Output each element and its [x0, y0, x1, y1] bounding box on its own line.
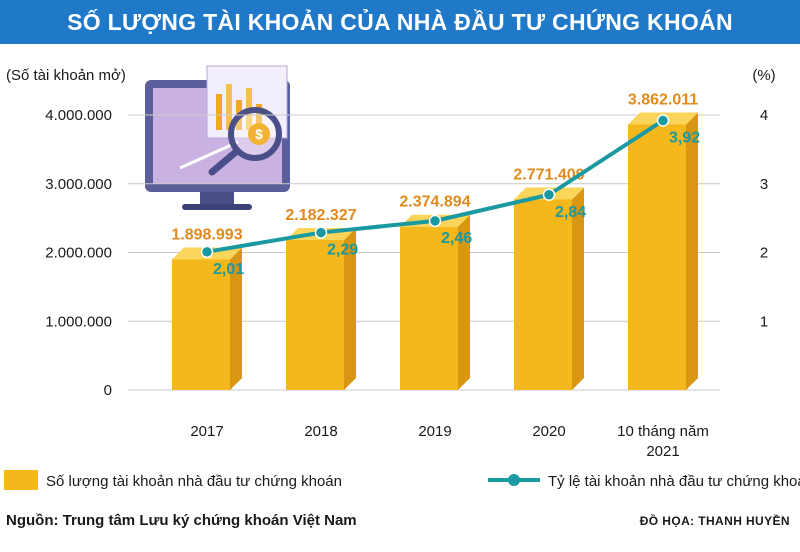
legend: Số lượng tài khoản nhà đầu tư chứng khoá…: [4, 470, 800, 490]
y-tick-label: 1.000.000: [45, 313, 112, 330]
bar-side: [458, 214, 470, 390]
x-category-label: 2021: [646, 443, 679, 460]
y2-axis-label: (%): [752, 67, 775, 84]
rate-label: 2,01: [213, 261, 244, 278]
x-axis-categories: 2017 2018 2019 2020 10 tháng năm 2021: [190, 423, 709, 460]
legend-bar-swatch: [4, 470, 38, 490]
y2-tick-label: 1: [760, 313, 768, 330]
x-category-label: 2017: [190, 423, 223, 440]
bar-value-label: 2.182.327: [285, 207, 356, 224]
monitor-base: [182, 204, 252, 210]
rate-point: [542, 188, 556, 201]
y2-tick-label: 3: [760, 176, 768, 193]
y2-tick-label: 2: [760, 245, 768, 262]
mini-bar-icon: [256, 104, 262, 130]
legend-line-marker: [508, 474, 520, 486]
chart-title: SỐ LƯỢNG TÀI KHOẢN CỦA NHÀ ĐẦU TƯ CHỨNG …: [0, 0, 800, 44]
y-tick-label: 2.000.000: [45, 245, 112, 262]
bar: [286, 239, 344, 390]
mini-bar-icon: [216, 94, 222, 130]
bar-side: [230, 247, 242, 390]
magnifier-handle-icon: [208, 147, 241, 176]
dollar-icon: $: [255, 126, 263, 142]
legend-line-label: Tỷ lệ tài khoản nhà đầu tư chứng khoán/d…: [548, 473, 800, 490]
coin-icon: [248, 123, 270, 145]
y-tick-label: 3.000.000: [45, 176, 112, 193]
bar-value-label: 2.374.894: [399, 194, 470, 211]
trend-line-icon: [179, 140, 239, 170]
rate-label: 3,92: [669, 130, 700, 147]
bar: [172, 259, 230, 390]
bar: [628, 124, 686, 390]
rate-point: [200, 245, 214, 259]
bar-side: [686, 112, 698, 390]
source-note: Nguồn: Trung tâm Lưu ký chứng khoán Việt…: [6, 512, 357, 529]
bar: [514, 199, 572, 390]
legend-bar-label: Số lượng tài khoản nhà đầu tư chứng khoá…: [46, 473, 342, 490]
rate-point: [428, 214, 442, 228]
x-category-label: 2020: [532, 423, 565, 440]
rate-label: 2,84: [555, 204, 586, 221]
bar-value-label: 3.862.011: [628, 91, 698, 108]
y-tick-label: 4.000.000: [45, 107, 112, 124]
bar-value-label: 1.898.993: [171, 226, 242, 243]
bar: [400, 226, 458, 390]
y2-axis-ticks: 1 2 3 4: [760, 107, 768, 330]
rate-point: [656, 114, 670, 127]
mini-bar-icon: [226, 84, 232, 130]
bar-series: [172, 112, 698, 390]
chart-canvas: (Số tài khoản mở) (%) $ 0 1.000.000 2.000.…: [4, 65, 800, 490]
y-axis-label: (Số tài khoản mở): [6, 67, 126, 84]
monitor-illustration: $: [145, 65, 290, 210]
line-series: 2,01 2,29 2,46 2,84 3,92: [200, 114, 700, 278]
y-tick-label: 0: [104, 382, 112, 399]
rate-label: 2,46: [441, 230, 472, 247]
x-category-label: 10 tháng năm: [617, 423, 709, 440]
rate-label: 2,29: [327, 242, 358, 259]
x-category-label: 2019: [418, 423, 451, 440]
bar-value-labels: 1.898.993 2.182.327 2.374.894 2.771.409 3.86…: [171, 91, 698, 243]
y2-tick-label: 4: [760, 107, 768, 124]
bar-side: [572, 187, 584, 390]
bar-value-label: 2.771.409: [513, 166, 584, 183]
x-category-label: 2018: [304, 423, 337, 440]
rate-point: [314, 226, 328, 239]
monitor-stand: [200, 192, 234, 206]
axis-labels: (Số tài khoản mở) (%): [6, 67, 776, 84]
graphic-credit: ĐỒ HỌA: THANH HUYỀN: [639, 514, 790, 528]
bar-side: [344, 227, 356, 390]
y-axis-ticks: 0 1.000.000 2.000.000 3.000.000 4.000.000: [45, 107, 112, 399]
